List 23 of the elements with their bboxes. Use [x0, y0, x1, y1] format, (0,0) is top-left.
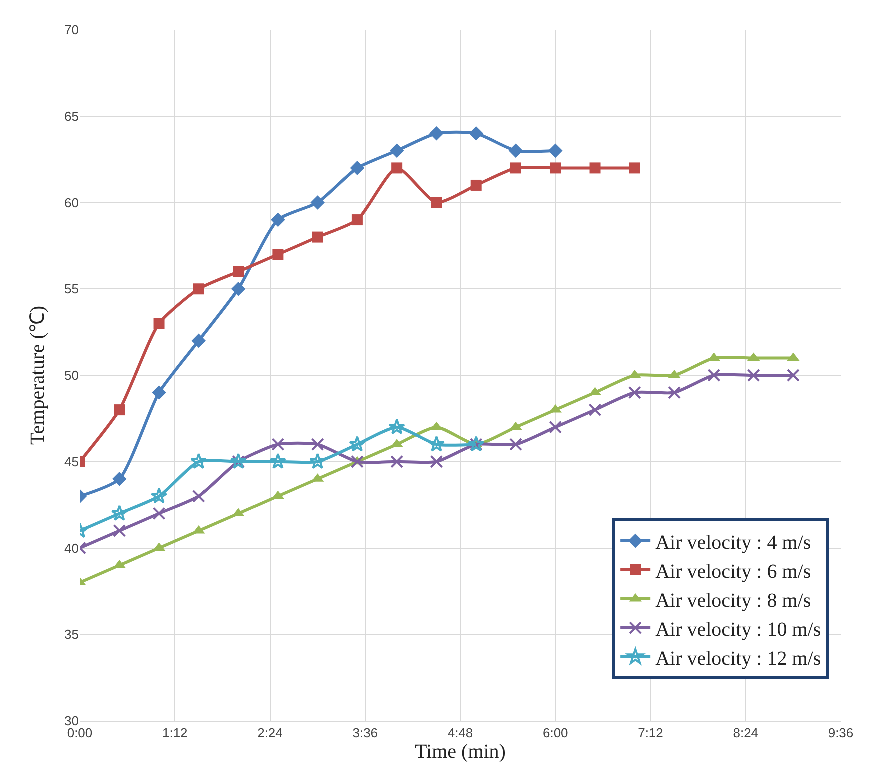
y-tick-label: 70: [64, 22, 79, 38]
x-tick-label: 3:36: [352, 726, 378, 741]
x-tick-label: 1:12: [162, 726, 188, 741]
y-axis-title: Temperature (℃): [27, 306, 50, 446]
x-tick-label: 8:24: [733, 726, 759, 741]
x-axis-title: Time (min): [415, 741, 506, 764]
y-tick-label: 50: [64, 368, 79, 384]
x-tick-label: 4:48: [448, 726, 474, 741]
legend-label: Air velocity : 8 m/s: [656, 590, 812, 612]
legend-label: Air velocity : 12 m/s: [656, 648, 822, 670]
legend-label: Air velocity : 6 m/s: [656, 560, 812, 583]
legend-label: Air velocity : 4 m/s: [656, 532, 812, 554]
x-tick-label: 9:36: [828, 726, 854, 741]
x-tick-label: 2:24: [258, 726, 283, 741]
y-tick-label: 40: [64, 540, 79, 556]
legend-label: Air velocity : 10 m/s: [656, 618, 822, 641]
y-tick-label: 45: [64, 454, 79, 470]
y-tick-label: 35: [64, 627, 79, 642]
y-tick-label: 55: [64, 282, 79, 297]
x-tick-label: 7:12: [638, 726, 664, 741]
y-tick-label: 65: [64, 108, 79, 124]
y-tick-label: 60: [64, 195, 79, 210]
x-tick-label: 6:00: [542, 726, 568, 741]
